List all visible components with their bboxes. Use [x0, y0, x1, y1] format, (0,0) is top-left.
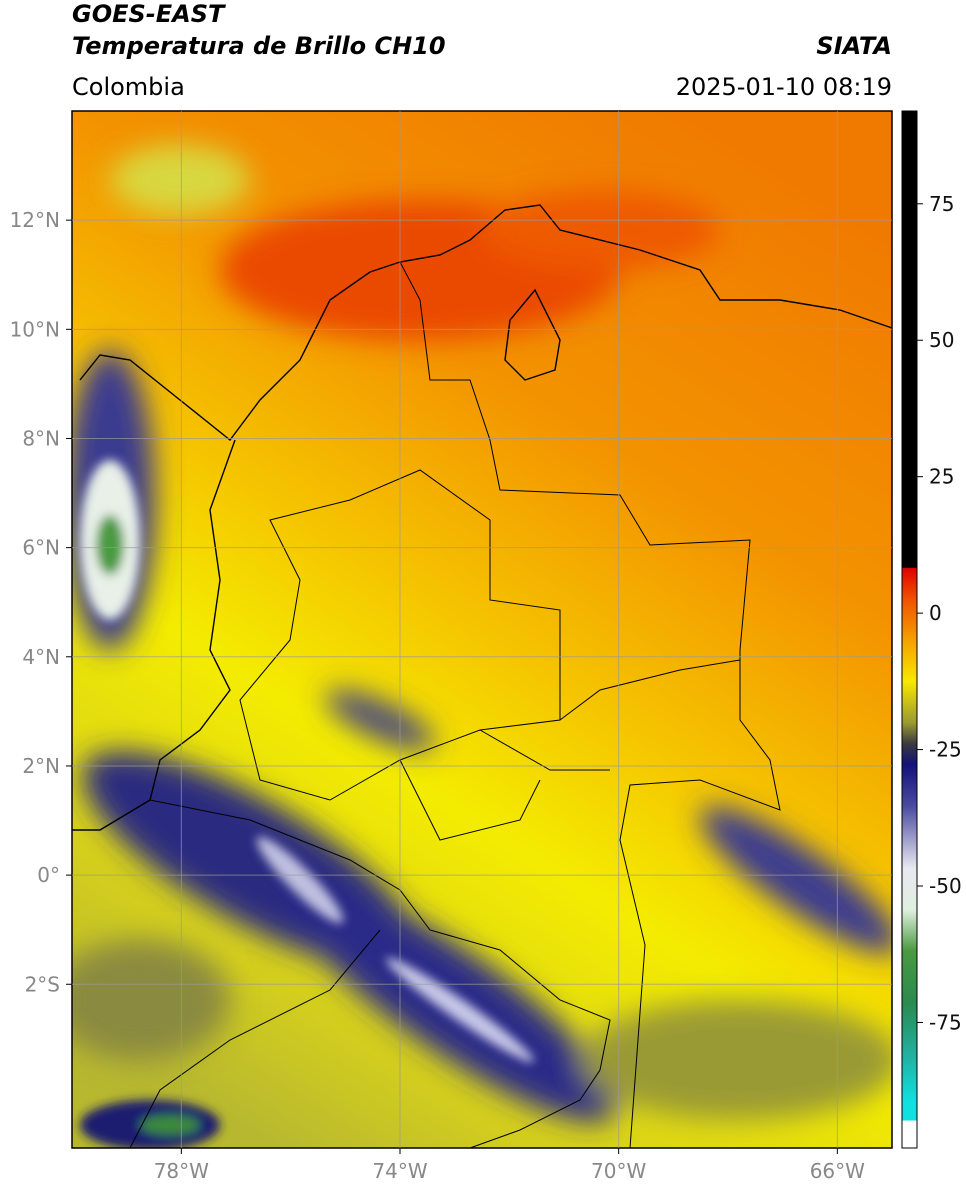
x-tick-label: 70°W: [591, 1159, 646, 1183]
x-tick-label: 78°W: [154, 1159, 209, 1183]
cold-top: [140, 1115, 200, 1135]
y-tick-label: 2°S: [25, 972, 60, 996]
y-tick-label: 10°N: [10, 317, 60, 341]
colorbar-tick-label: 25: [929, 465, 954, 489]
border: [129, 929, 381, 1148]
cloud-fields: [72, 145, 892, 1122]
colorbar-tick-label: 50: [929, 328, 954, 352]
coastline: [79, 204, 892, 441]
border: [399, 659, 741, 841]
y-tick-label: 12°N: [10, 208, 60, 232]
map-image: [72, 111, 892, 1148]
colorbar-tick-label: -75: [929, 1010, 962, 1034]
map-frame: [71, 110, 893, 1149]
x-tick-label: 66°W: [810, 1159, 865, 1183]
border: [399, 261, 781, 1148]
datetime: 2025-01-10 08:19: [676, 73, 892, 101]
region: Colombia: [72, 73, 185, 101]
colorbar-tick-label: 75: [929, 192, 954, 216]
coastline: [72, 439, 236, 831]
colorbar-tick-label: 0: [929, 601, 942, 625]
cloud: [72, 940, 230, 1060]
cold-top: [96, 515, 124, 575]
colorbar-tick-label: -25: [929, 738, 962, 762]
coastline: [504, 288, 561, 381]
y-tick-label: 4°N: [22, 645, 60, 669]
y-tick-label: 2°N: [22, 754, 60, 778]
title-line1: GOES-EAST: [72, 0, 226, 28]
cloud: [700, 806, 892, 954]
y-tick-label: 0°: [37, 863, 60, 887]
source: SIATA: [816, 32, 892, 60]
colorbar-tick-label: -50: [929, 874, 962, 898]
warm-patch: [480, 190, 720, 270]
border: [149, 799, 611, 1148]
cold-top: [256, 836, 344, 924]
cloud: [580, 1000, 892, 1120]
cloud: [110, 145, 250, 215]
title-line2: Temperatura de Brillo CH10: [72, 32, 446, 60]
y-tick-label: 6°N: [22, 536, 60, 560]
cloud: [325, 689, 435, 751]
y-tick-label: 8°N: [22, 426, 60, 450]
colorbar: [901, 110, 918, 1149]
x-tick-label: 74°W: [372, 1159, 427, 1183]
